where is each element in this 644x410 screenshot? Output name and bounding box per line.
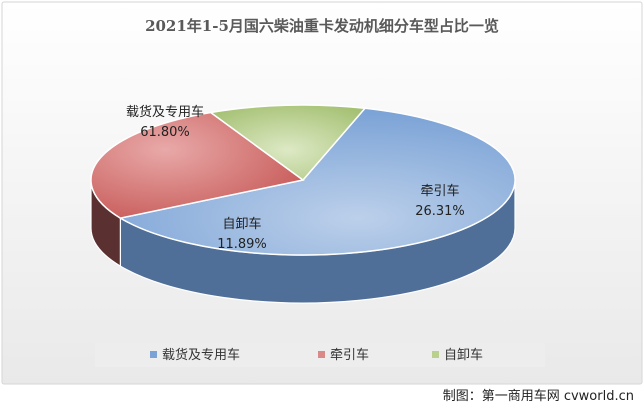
slice-percent-0: 61.80% (140, 125, 190, 140)
pie-slice-0 (118, 107, 516, 256)
slice-label-1: 牵引车 (420, 183, 459, 199)
legend: 载货及专用车 牵引车 自卸车 (150, 347, 483, 363)
legend-entry-1: 牵引车 (330, 347, 369, 363)
legend-marker-0 (150, 351, 157, 358)
legend-marker-1 (318, 351, 325, 358)
legend-entry-2: 自卸车 (444, 347, 483, 363)
credit-text: 制图：第一商用车网 cvworld.cn (443, 388, 634, 404)
slice-label-0: 载货及专用车 (126, 104, 204, 120)
slice-percent-1: 26.31% (415, 204, 465, 219)
pie-slice-1 (90, 111, 305, 219)
slice-percent-2: 11.89% (217, 237, 267, 252)
pie-tops (90, 104, 516, 256)
chart-title: 2021年1-5月国六柴油重卡发动机细分车型占比一览 (145, 17, 499, 35)
slice-label-2: 自卸车 (222, 216, 261, 232)
pie-labels: 载货及专用车 61.80% 牵引车 26.31% 自卸车 11.89% (126, 104, 465, 252)
pie-slice-2 (208, 104, 367, 182)
legend-marker-2 (432, 351, 439, 358)
legend-entry-0: 载货及专用车 (162, 347, 240, 363)
